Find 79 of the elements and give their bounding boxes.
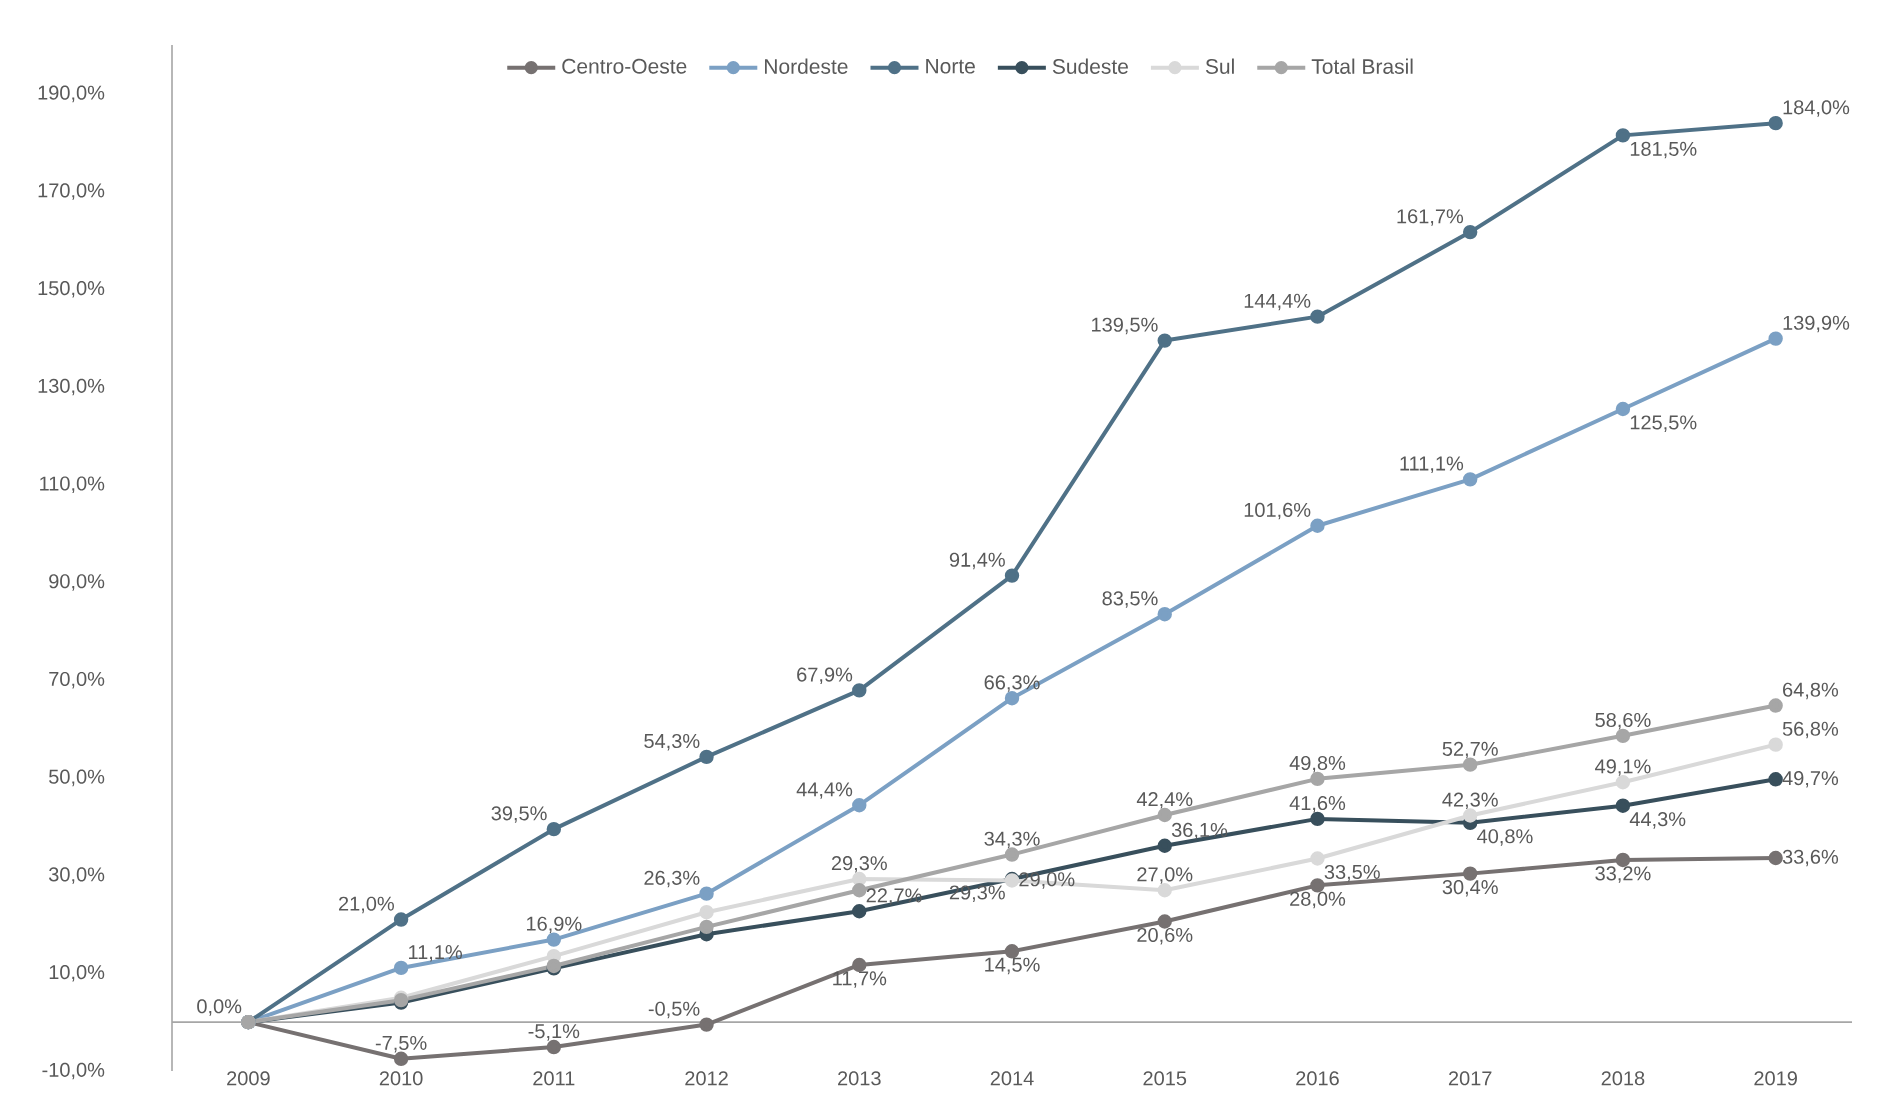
data-label: 39,5% <box>491 806 547 823</box>
legend-label: Total Brasil <box>1311 58 1413 74</box>
data-label: 34,3% <box>984 831 1040 849</box>
data-label: 26,3% <box>644 870 700 888</box>
data-label: 29,3% <box>831 856 887 873</box>
x-tick-label: 2016 <box>1296 1071 1339 1086</box>
data-label: 144,4% <box>1244 293 1311 311</box>
data-label: 56,8% <box>1782 721 1839 739</box>
data-label: 42,3% <box>1442 792 1498 810</box>
y-tick-label: 150,0% <box>38 281 105 298</box>
data-label: 67,9% <box>797 667 853 685</box>
x-tick-label: 2013 <box>838 1071 881 1086</box>
data-label: 28,0% <box>1290 891 1346 909</box>
data-label: 11,1% <box>409 945 463 962</box>
data-label: 14,5% <box>985 957 1040 975</box>
data-label: 33,2% <box>1595 866 1651 883</box>
data-label: 11,7% <box>833 971 887 988</box>
y-tick-label: 70,0% <box>49 671 105 689</box>
data-label: 36,1% <box>1171 822 1228 840</box>
data-label: 184,0% <box>1783 100 1850 117</box>
y-tick-label: 90,0% <box>49 574 105 591</box>
data-label: 49,1% <box>1595 759 1651 776</box>
x-tick-label: 2011 <box>533 1071 575 1086</box>
data-label: 101,6% <box>1244 502 1311 520</box>
data-label: 40,8% <box>1477 829 1533 846</box>
data-label: 21,0% <box>338 896 394 914</box>
data-label: 66,3% <box>984 675 1040 692</box>
data-label: 83,5% <box>1102 591 1158 608</box>
data-label: 44,4% <box>796 782 853 799</box>
data-label: 54,3% <box>644 733 700 751</box>
data-label: 44,3% <box>1629 812 1686 829</box>
data-label: 49,8% <box>1289 755 1346 773</box>
legend-label: Sudeste <box>1052 58 1128 74</box>
x-tick-label: 2017 <box>1448 1071 1492 1086</box>
data-label: 20,6% <box>1137 927 1193 945</box>
x-tick-label: 2014 <box>990 1071 1034 1086</box>
data-label: 91,4% <box>949 552 1005 570</box>
data-label: -7,5% <box>375 1035 427 1053</box>
data-label: 49,7% <box>1782 771 1839 788</box>
y-tick-label: 10,0% <box>49 965 105 982</box>
y-tick-label: 130,0% <box>38 378 105 396</box>
x-tick-label: 2018 <box>1601 1071 1645 1086</box>
data-label: 181,5% <box>1630 141 1697 159</box>
data-label: 139,9% <box>1783 315 1850 333</box>
legend-label: Norte <box>926 58 975 74</box>
data-label: 52,7% <box>1442 741 1498 759</box>
data-label: 42,4% <box>1136 792 1193 809</box>
data-label: 29,0% <box>1019 872 1075 889</box>
data-label: -5,1% <box>528 1024 580 1041</box>
data-label: 125,5% <box>1630 415 1697 432</box>
data-label: 139,5% <box>1092 317 1158 335</box>
x-tick-label: 2009 <box>227 1071 270 1086</box>
data-label: 22,7% <box>866 888 922 905</box>
x-tick-label: 2010 <box>379 1071 423 1086</box>
data-label: 29,3% <box>949 885 1005 902</box>
data-label: 27,0% <box>1137 867 1193 884</box>
y-tick-label: -10,0% <box>42 1062 105 1080</box>
data-label: 33,5% <box>1324 864 1380 882</box>
y-tick-label: 50,0% <box>49 769 105 787</box>
x-tick-label: 2015 <box>1143 1071 1187 1086</box>
data-label: 111,1% <box>1400 456 1464 473</box>
x-tick-label: 2019 <box>1754 1071 1797 1086</box>
y-tick-label: 170,0% <box>38 183 105 200</box>
legend-label: Sul <box>1205 58 1234 74</box>
data-label: 64,8% <box>1783 682 1839 700</box>
data-label: 33,6% <box>1782 849 1839 867</box>
legend-label: Centro-Oeste <box>562 58 687 74</box>
data-label: 16,9% <box>527 916 582 934</box>
data-label: 161,7% <box>1397 209 1464 226</box>
data-label: -0,5% <box>648 1001 700 1019</box>
x-tick-label: 2012 <box>685 1071 728 1086</box>
y-tick-label: 190,0% <box>38 85 105 103</box>
legend-label: Nordeste <box>765 58 848 74</box>
data-label: 0,0% <box>197 999 242 1016</box>
y-tick-label: 110,0% <box>40 476 105 493</box>
data-label: 30,4% <box>1442 880 1498 897</box>
y-tick-label: 30,0% <box>48 867 105 884</box>
data-label: 58,6% <box>1595 712 1651 730</box>
data-label: 41,6% <box>1289 795 1346 813</box>
